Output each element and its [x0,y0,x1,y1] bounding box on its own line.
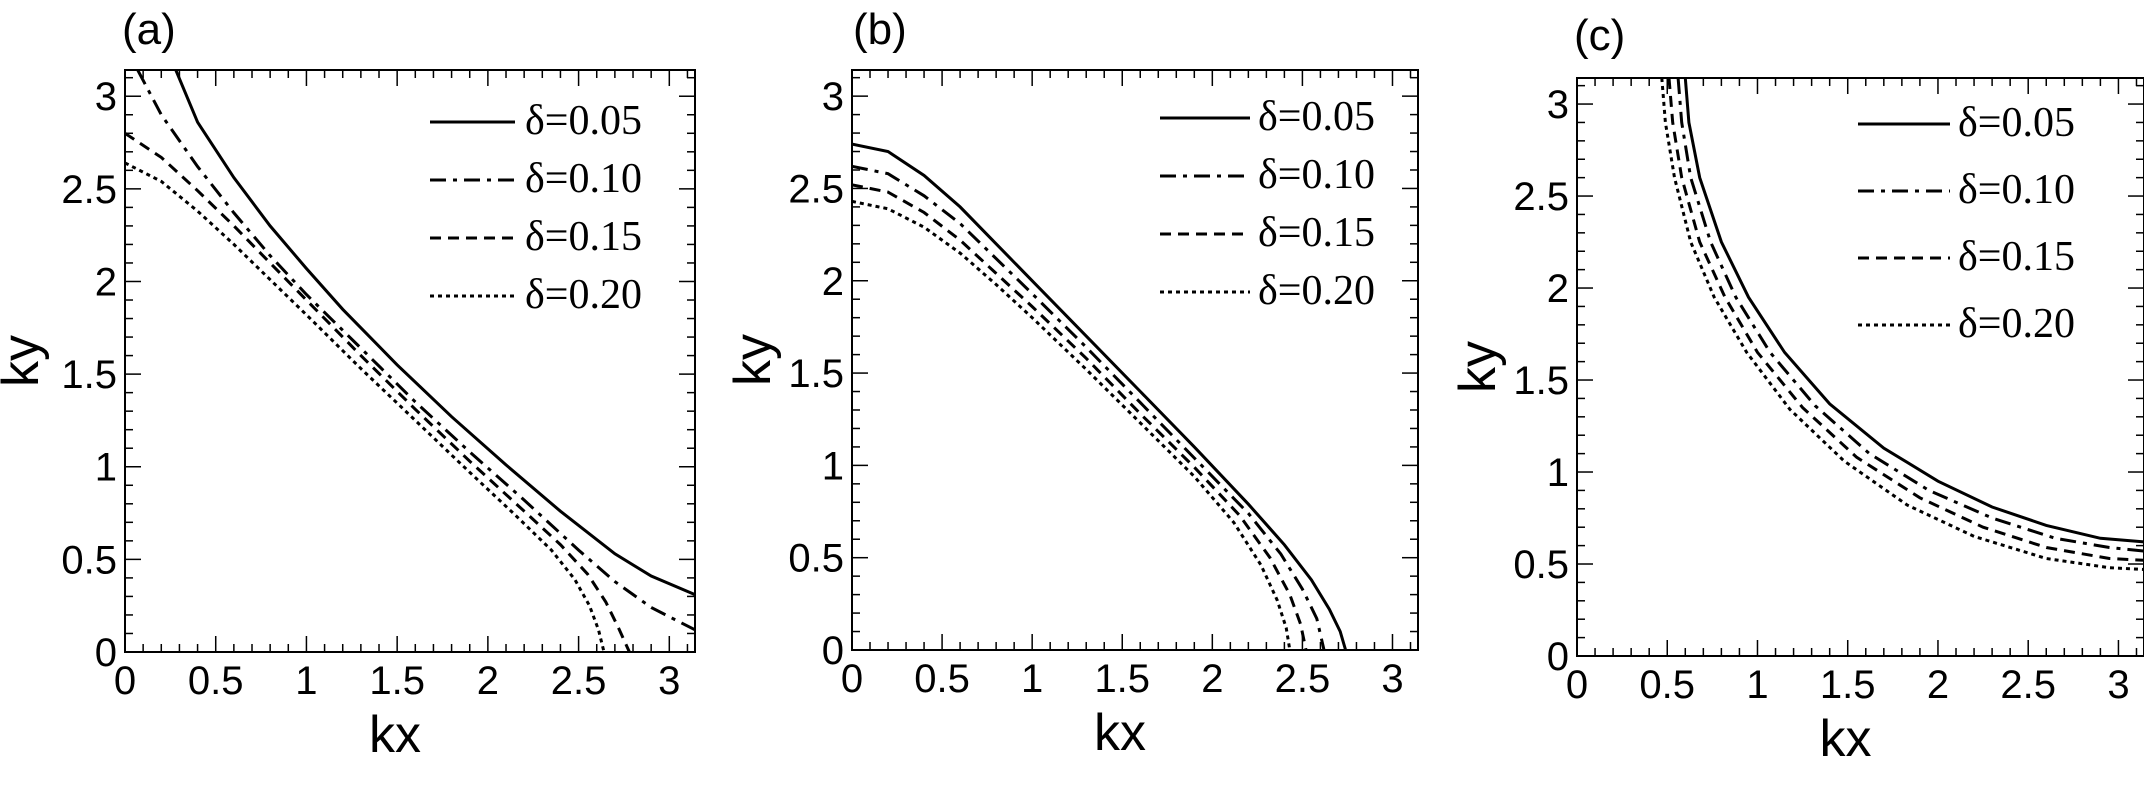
series-line-3 [125,132,631,652]
x-tick-label: 3 [1381,657,1403,701]
x-tick-label: 1 [1021,657,1043,701]
panel-label: (a) [122,5,176,54]
y-tick-label: 1 [822,444,844,488]
series-line-1 [174,70,695,596]
series-line-2 [136,70,695,632]
series-line-1 [1683,78,2144,544]
x-tick-label: 2 [1927,663,1949,707]
y-tick-label: 0 [1547,635,1569,679]
panel-label: (b) [853,5,907,54]
y-tick-label: 0 [822,629,844,673]
legend-label-4: δ=0.20 [1258,268,1375,314]
legend-label-4: δ=0.20 [1958,301,2075,347]
plot-frame [124,69,696,653]
x-tick-label: 1.5 [1094,657,1150,701]
y-tick-label: 1.5 [1513,359,1569,403]
x-tick-label: 3 [658,659,680,703]
y-tick-label: 1.5 [61,353,117,397]
y-tick-label: 3 [822,75,844,119]
plot-frame [1576,77,2144,657]
legend-label-2: δ=0.10 [525,156,642,202]
x-tick-label: 1 [295,659,317,703]
y-tick-label: 1.5 [788,352,844,396]
y-tick-label: 2 [1547,267,1569,311]
y-tick-label: 1 [95,446,117,490]
x-tick-label: 2.5 [1275,657,1331,701]
x-tick-label: 0.5 [914,657,970,701]
legend-label-3: δ=0.15 [1958,234,2075,280]
chart-panel-1: 0 0.5 1 1.5 2 2.5 3 0 0.5 1 1.5 2 2.5 3 kx ky (a) δ=0.05 δ… [0,5,696,764]
x-tick-label: 1.5 [1820,663,1876,707]
x-tick-label: 0 [114,659,136,703]
x-tick-label: 0.5 [1639,663,1695,707]
y-tick-label: 2.5 [788,167,844,211]
x-tick-label: 3 [2107,663,2129,707]
x-tick-label: 1 [1746,663,1768,707]
y-tick-label: 2.5 [61,168,117,212]
legend-label-2: δ=0.10 [1958,167,2075,213]
y-tick-label: 0.5 [61,538,117,582]
chart-panel-2: 0 0.5 1 1.5 2 2.5 3 0 0.5 1 1.5 2 2.5 3 kx ky (b) δ=0.05 δ… [724,5,1419,762]
legend-label-3: δ=0.15 [525,214,642,260]
x-tick-label: 0.5 [188,659,244,703]
x-tick-label: 0 [841,657,863,701]
series-line-3 [1667,78,2144,562]
x-tick-label: 2.5 [2000,663,2056,707]
y-tick-label: 2.5 [1513,175,1569,219]
y-tick-label: 3 [1547,83,1569,127]
x-axis-label: kx [1094,704,1146,762]
y-axis-label: ky [0,335,50,387]
series-line-3 [852,183,1308,650]
x-axis-label: kx [369,706,421,764]
y-tick-label: 2 [822,260,844,304]
x-tick-label: 1.5 [369,659,425,703]
x-tick-label: 2 [1201,657,1223,701]
x-tick-label: 2.5 [551,659,607,703]
legend-label-1: δ=0.05 [1958,100,2075,146]
x-axis-label: kx [1820,710,1872,768]
y-axis-label: ky [724,334,782,386]
series-line-2 [1676,78,2144,553]
plot-frame [851,69,1419,651]
legend-label-1: δ=0.05 [525,98,642,144]
y-tick-label: 0.5 [788,537,844,581]
legend-label-1: δ=0.05 [1258,94,1375,140]
series-line-4 [1660,78,2144,571]
legend-label-4: δ=0.20 [525,272,642,318]
legend-label-2: δ=0.10 [1258,152,1375,198]
series-line-4 [852,199,1292,650]
legend-label-3: δ=0.15 [1258,210,1375,256]
y-tick-label: 3 [95,75,117,119]
y-tick-label: 0 [95,631,117,675]
series-line-1 [852,142,1348,650]
y-tick-label: 2 [95,260,117,304]
panel-label: (c) [1574,11,1625,60]
y-tick-label: 1 [1547,451,1569,495]
x-tick-label: 2 [477,659,499,703]
chart-panel-3: 0 0.5 1 1.5 2 2.5 3 0 0.5 1 1.5 2 2.5 3 kx ky (c) δ=0.05 δ… [1449,11,2144,768]
y-axis-label: ky [1449,341,1507,393]
y-tick-label: 0.5 [1513,543,1569,587]
x-tick-label: 0 [1566,663,1588,707]
series-line-2 [852,164,1326,650]
series-line-4 [125,161,606,652]
